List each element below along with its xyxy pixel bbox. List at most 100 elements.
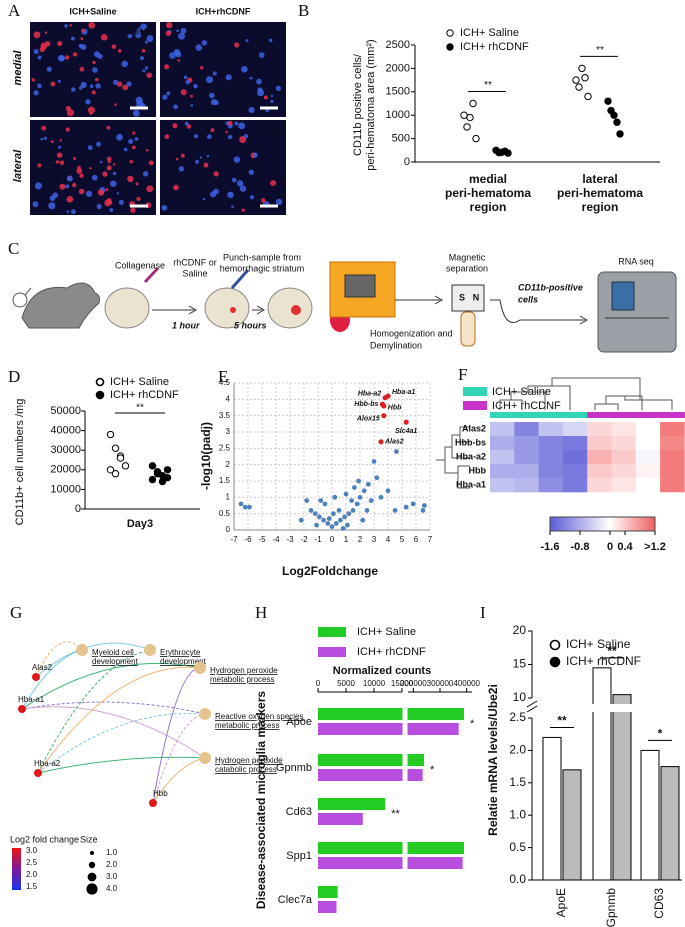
syringe xyxy=(143,266,160,284)
cell xyxy=(37,163,42,168)
data-point xyxy=(331,511,336,517)
x-tick-label: -6 xyxy=(244,535,252,544)
cell xyxy=(91,90,96,95)
cell xyxy=(129,159,133,164)
legend-marker xyxy=(95,390,105,400)
bar xyxy=(318,708,464,720)
group-bar xyxy=(514,412,540,418)
cell xyxy=(139,26,143,30)
y-axis-label: -log10(padj) xyxy=(199,422,213,490)
cell xyxy=(109,207,114,212)
data-point xyxy=(338,517,343,523)
heatmap-cell xyxy=(660,436,685,451)
cell xyxy=(81,28,85,33)
cell xyxy=(57,79,61,83)
data-point xyxy=(354,501,360,507)
arrow xyxy=(152,305,198,315)
data-point xyxy=(298,517,304,523)
cell xyxy=(73,156,77,160)
data-point xyxy=(106,466,115,474)
y-tick-label: 1 xyxy=(226,492,231,501)
cell xyxy=(66,210,70,213)
y-tick-label: 0.5 xyxy=(219,509,231,518)
cell xyxy=(270,99,274,104)
x-tick-label: 6 xyxy=(414,535,419,544)
y-tick-label: 2.5 xyxy=(219,443,231,452)
heatmap-cell xyxy=(490,436,515,451)
data-point xyxy=(368,498,374,503)
heatmap-cell xyxy=(611,478,637,493)
x-tick-label: 400000 xyxy=(453,679,480,688)
sequencer xyxy=(597,271,677,353)
cell xyxy=(139,56,145,61)
cell xyxy=(263,95,268,100)
step-label: rhCDNF or xyxy=(173,257,217,267)
group-bar xyxy=(635,412,661,418)
data-point xyxy=(572,76,580,84)
cell xyxy=(209,191,217,198)
cell xyxy=(88,21,96,29)
y-tick-label: 3 xyxy=(226,427,231,436)
x-tick-label: -5 xyxy=(258,535,266,544)
cell xyxy=(97,53,103,59)
data-point xyxy=(318,498,324,503)
highlight-point xyxy=(403,419,409,425)
data-point xyxy=(584,92,592,101)
data-point xyxy=(116,454,125,462)
gene-label: Hba-a2 xyxy=(34,759,61,768)
cell xyxy=(66,109,74,117)
legend-label: ICH+ Saline xyxy=(566,637,631,651)
cell xyxy=(131,145,136,150)
legend-marker xyxy=(549,656,561,668)
x-tick-label: 4 xyxy=(386,535,391,544)
cell xyxy=(57,41,63,47)
homogenizer-screen xyxy=(344,274,376,298)
cell xyxy=(72,182,77,188)
cell xyxy=(106,125,111,130)
cell xyxy=(95,83,101,89)
group-bar xyxy=(562,412,588,418)
point-label: Hba-a1 xyxy=(392,389,415,396)
data-point xyxy=(472,134,480,143)
cell xyxy=(239,185,247,192)
y-tick-label: 4.5 xyxy=(219,378,231,387)
cell xyxy=(102,171,108,177)
y-tick-label: 1.5 xyxy=(219,476,231,485)
cell xyxy=(78,188,85,195)
heatmap-cell xyxy=(635,478,661,493)
cell xyxy=(166,91,171,96)
data-point xyxy=(321,517,326,523)
brain-slice xyxy=(104,287,150,329)
heatmap-cell xyxy=(562,436,588,451)
cell xyxy=(206,154,210,158)
cell xyxy=(227,120,233,126)
cell xyxy=(50,81,56,87)
cell xyxy=(59,183,66,190)
cell xyxy=(97,189,105,196)
cell xyxy=(59,139,63,142)
cell xyxy=(207,134,212,140)
cell xyxy=(225,74,232,81)
term-label: Hydrogen peroxide xyxy=(215,756,283,765)
data-point xyxy=(352,485,357,490)
group-bar xyxy=(660,412,685,418)
cell xyxy=(185,122,189,125)
brain-slice xyxy=(204,287,250,329)
cell xyxy=(50,140,54,144)
panel-label: H xyxy=(255,603,267,622)
cell xyxy=(178,32,186,40)
y-axis-label: Relatie mRNA levels/Ube2i xyxy=(486,684,500,836)
arrow xyxy=(395,295,444,305)
legend-label: ICH+ rhCDNF xyxy=(566,654,641,668)
y-tick-label: 0 xyxy=(404,156,410,168)
cell xyxy=(258,52,265,58)
data-point xyxy=(350,508,356,513)
cell xyxy=(199,156,203,159)
cell xyxy=(233,156,241,163)
x-tick-label: 2 xyxy=(358,535,363,544)
group-bar xyxy=(538,412,564,418)
y-tick-label: Clec7a xyxy=(278,894,313,906)
cell xyxy=(70,36,75,41)
panel-label: B xyxy=(298,1,309,20)
